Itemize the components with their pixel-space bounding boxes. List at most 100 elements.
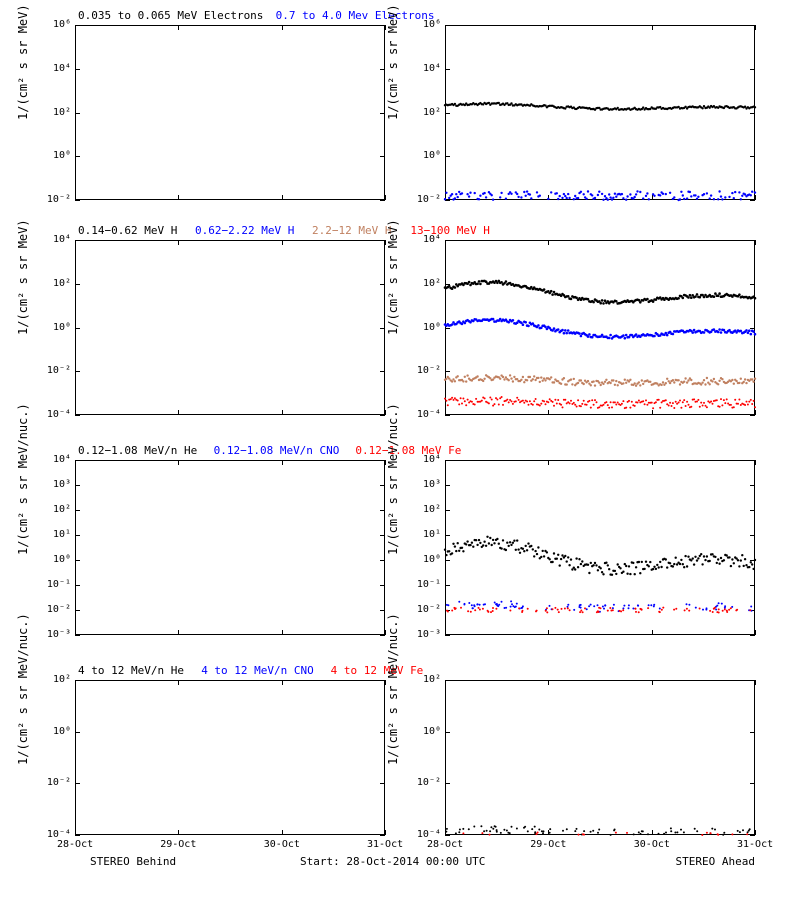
panel-left — [75, 25, 385, 200]
y-axis-label: 1/(cm² s sr MeV/nuc.) — [16, 753, 30, 765]
data-series — [445, 240, 755, 415]
ytick — [445, 415, 450, 416]
ytick-label: 10⁴ — [53, 63, 71, 74]
ytick — [75, 783, 80, 784]
data-series — [445, 460, 755, 635]
xtick — [178, 460, 179, 465]
ytick-label: 10⁻² — [417, 365, 441, 376]
ytick-label: 10⁶ — [423, 19, 441, 30]
y-axis-label: 1/(cm² s sr MeV/nuc.) — [386, 753, 400, 765]
ytick — [75, 284, 80, 285]
xtick-label: 28-Oct — [57, 839, 93, 850]
ytick — [75, 113, 80, 114]
xtick — [385, 195, 386, 200]
xtick — [282, 410, 283, 415]
ytick — [75, 635, 80, 636]
ytick-label: 10⁴ — [53, 234, 71, 245]
xtick-label: 30-Oct — [264, 839, 300, 850]
xtick — [282, 240, 283, 245]
ytick — [445, 200, 450, 201]
ytick — [750, 415, 755, 416]
xtick-label: 29-Oct — [160, 839, 196, 850]
legend-label: 0.12−1.08 MeV/n CNO — [214, 444, 340, 457]
xtick-label: 29-Oct — [530, 839, 566, 850]
ytick — [380, 415, 385, 416]
ytick — [75, 69, 80, 70]
ytick — [75, 156, 80, 157]
data-series — [445, 25, 755, 200]
xtick — [755, 680, 756, 685]
ytick-label: 10⁴ — [423, 234, 441, 245]
panel-left — [75, 240, 385, 415]
xtick — [755, 240, 756, 245]
ytick — [75, 328, 80, 329]
xtick — [385, 830, 386, 835]
ytick-label: 10⁴ — [53, 454, 71, 465]
ytick — [75, 560, 80, 561]
ytick-label: 10¹ — [53, 529, 71, 540]
y-axis-label: 1/(cm² s sr MeV) — [16, 323, 30, 335]
footer-center: Start: 28-Oct-2014 00:00 UTC — [300, 855, 485, 868]
ytick — [380, 560, 385, 561]
ytick-label: 10² — [423, 504, 441, 515]
xtick — [282, 680, 283, 685]
xtick — [178, 630, 179, 635]
ytick — [75, 485, 80, 486]
ytick-label: 10⁻² — [417, 604, 441, 615]
xtick — [178, 25, 179, 30]
ytick-label: 10⁻² — [47, 365, 71, 376]
ytick-label: 10⁰ — [423, 322, 441, 333]
xtick-label: 30-Oct — [634, 839, 670, 850]
y-axis-label: 1/(cm² s sr MeV) — [386, 108, 400, 120]
xtick — [755, 460, 756, 465]
xtick — [282, 25, 283, 30]
ytick — [380, 535, 385, 536]
ytick — [380, 585, 385, 586]
panel-left — [75, 680, 385, 835]
xtick — [75, 25, 76, 30]
ytick — [445, 635, 450, 636]
footer-left: STEREO Behind — [90, 855, 176, 868]
ytick — [750, 835, 755, 836]
ytick — [380, 510, 385, 511]
ytick — [750, 200, 755, 201]
xtick — [178, 195, 179, 200]
ytick-label: 10⁰ — [423, 150, 441, 161]
ytick — [75, 835, 80, 836]
ytick — [380, 635, 385, 636]
legend-label: 0.14−0.62 MeV H — [78, 224, 177, 237]
xtick — [755, 830, 756, 835]
ytick-label: 10² — [53, 504, 71, 515]
xtick — [282, 630, 283, 635]
xtick-label: 31-Oct — [737, 839, 773, 850]
legend-label: 4 to 12 MeV Fe — [331, 664, 424, 677]
ytick — [380, 485, 385, 486]
xtick-label: 31-Oct — [367, 839, 403, 850]
xtick — [755, 195, 756, 200]
ytick-label: 10⁻² — [47, 194, 71, 205]
ytick — [750, 635, 755, 636]
ytick — [75, 415, 80, 416]
ytick-label: 10⁴ — [423, 454, 441, 465]
ytick-label: 10⁻² — [47, 777, 71, 788]
ytick — [445, 835, 450, 836]
ytick-label: 10⁰ — [53, 322, 71, 333]
xtick — [755, 630, 756, 635]
ytick — [75, 200, 80, 201]
ytick-label: 10² — [423, 674, 441, 685]
ytick-label: 10³ — [53, 479, 71, 490]
xtick — [282, 830, 283, 835]
legend-label: 0.12−1.08 MeV/n He — [78, 444, 197, 457]
ytick-label: 10⁻³ — [417, 629, 441, 640]
ytick — [75, 510, 80, 511]
xtick — [282, 460, 283, 465]
ytick-label: 10² — [423, 107, 441, 118]
legend-label: 0.035 to 0.065 MeV Electrons — [78, 9, 263, 22]
ytick — [75, 585, 80, 586]
legend-label: 4 to 12 MeV/n He — [78, 664, 184, 677]
legend-label: 0.62−2.22 MeV H — [195, 224, 294, 237]
ytick — [380, 732, 385, 733]
xtick — [75, 460, 76, 465]
ytick — [380, 113, 385, 114]
ytick — [380, 783, 385, 784]
